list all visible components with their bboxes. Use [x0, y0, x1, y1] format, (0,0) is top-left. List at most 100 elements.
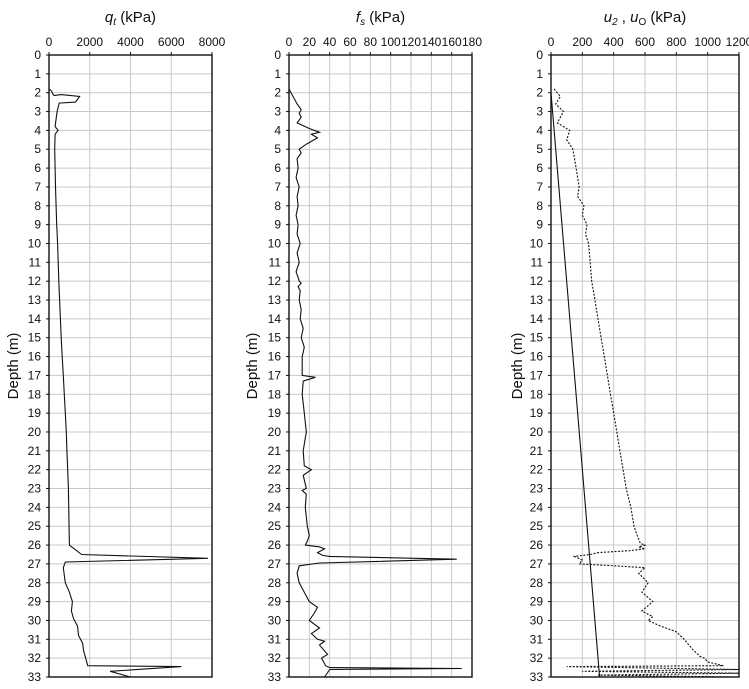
y-tick-label: 2	[274, 86, 281, 100]
y-tick-label: 3	[34, 105, 41, 119]
y-tick-label: 24	[530, 500, 544, 514]
title-unit: (kPa)	[116, 9, 156, 26]
y-tick-label: 14	[28, 312, 42, 326]
y-tick-label: 23	[268, 482, 282, 496]
y-tick-label: 4	[274, 123, 281, 137]
y-tick-label: 25	[530, 519, 544, 533]
y-tick-label: 16	[28, 350, 42, 364]
y-tick-label: 29	[28, 595, 42, 609]
y-tick-label: 27	[530, 557, 544, 571]
x-tick-label: 8000	[199, 35, 226, 49]
y-tick-label: 15	[28, 331, 42, 345]
y-tick-label: 24	[268, 500, 282, 514]
y-tick-label: 0	[274, 48, 281, 62]
plot-frame	[48, 54, 213, 678]
y-tick-label: 32	[28, 651, 42, 665]
x-tick-label: 6000	[158, 35, 185, 49]
y-tick-label: 2	[536, 86, 543, 100]
y-tick-label: 1	[34, 67, 41, 81]
y-tick-label: 13	[530, 293, 544, 307]
x-tick-label: 180	[462, 35, 482, 49]
y-axis-label: Depth (m)	[5, 333, 22, 400]
y-tick-label: 5	[274, 142, 281, 156]
y-tick-label: 4	[536, 123, 543, 137]
y-tick-label: 19	[530, 406, 544, 420]
title-separator: ,	[618, 9, 631, 26]
x-tick-label: 0	[548, 35, 555, 49]
y-tick-label: 7	[34, 180, 41, 194]
panel-2: 0 20 40 60 80 100 120 140 160 1800123456789101112…	[244, 9, 482, 684]
title-subscript: s	[360, 17, 365, 28]
y-tick-label: 24	[28, 500, 42, 514]
y-tick-label: 7	[536, 180, 543, 194]
y-tick-label: 13	[268, 293, 282, 307]
y-tick-label: 26	[530, 538, 544, 552]
y-tick-label: 33	[28, 670, 42, 684]
x-tick-label: 2000	[76, 35, 103, 49]
x-tick-label: 0	[46, 35, 53, 49]
y-tick-label: 28	[268, 576, 282, 590]
plot-frame	[288, 54, 473, 678]
title-unit: (kPa)	[365, 9, 405, 26]
title-symbol-2: u	[630, 9, 639, 26]
y-tick-label: 25	[28, 519, 42, 533]
x-tick-label: 160	[442, 35, 462, 49]
y-tick-label: 23	[530, 482, 544, 496]
y-tick-label: 0	[34, 48, 41, 62]
panel-title: qt (kPa)	[105, 9, 156, 28]
x-tick-label: 60	[343, 35, 357, 49]
y-tick-label: 31	[28, 632, 42, 646]
y-tick-label: 9	[274, 218, 281, 232]
y-tick-label: 0	[536, 48, 543, 62]
y-tick-label: 18	[530, 387, 544, 401]
x-tick-label: 800	[666, 35, 686, 49]
title-subscript: 2	[611, 17, 618, 28]
plot-frame	[550, 54, 740, 678]
title-unit: (kPa)	[646, 9, 686, 26]
y-tick-label: 29	[530, 595, 544, 609]
x-tick-label: 140	[421, 35, 441, 49]
x-tick-label: 4000	[117, 35, 144, 49]
x-tick-label: 120	[401, 35, 421, 49]
y-tick-label: 9	[536, 218, 543, 232]
y-tick-label: 22	[28, 463, 42, 477]
y-tick-label: 16	[530, 350, 544, 364]
y-tick-label: 11	[269, 255, 282, 269]
panel-title: u2 , uO (kPa)	[604, 9, 687, 28]
y-tick-label: 6	[274, 161, 281, 175]
x-tick-label: 80	[364, 35, 378, 49]
y-tick-label: 6	[536, 161, 543, 175]
y-tick-label: 8	[274, 199, 281, 213]
y-tick-label: 8	[536, 199, 543, 213]
y-tick-label: 5	[34, 142, 41, 156]
y-tick-label: 6	[34, 161, 41, 175]
y-tick-label: 11	[29, 255, 42, 269]
y-tick-label: 14	[530, 312, 544, 326]
y-tick-label: 10	[268, 236, 282, 250]
y-tick-label: 28	[28, 576, 42, 590]
y-tick-label: 29	[268, 595, 282, 609]
title-symbol: u	[604, 9, 613, 26]
y-tick-label: 4	[34, 123, 41, 137]
y-tick-label: 33	[530, 670, 544, 684]
y-tick-label: 3	[536, 105, 543, 119]
y-tick-label: 7	[274, 180, 281, 194]
y-tick-label: 22	[530, 463, 544, 477]
y-tick-label: 1	[536, 67, 543, 81]
y-tick-label: 25	[268, 519, 282, 533]
x-tick-label: 400	[604, 35, 624, 49]
y-tick-label: 27	[268, 557, 282, 571]
series-trace-2	[550, 92, 601, 678]
y-tick-label: 21	[28, 444, 42, 458]
y-tick-label: 11	[531, 255, 544, 269]
panel-1: 0 2000 4000 6000 800001234567891011121314151…	[5, 9, 226, 684]
y-tick-label: 13	[28, 293, 42, 307]
panel-3: 0200400600800100012000123456789101112131…	[509, 9, 749, 684]
x-tick-label: 20	[303, 35, 317, 49]
y-tick-label: 30	[268, 613, 282, 627]
y-tick-label: 12	[530, 274, 544, 288]
y-tick-label: 10	[28, 236, 42, 250]
y-tick-label: 10	[530, 236, 544, 250]
y-tick-label: 9	[34, 218, 41, 232]
